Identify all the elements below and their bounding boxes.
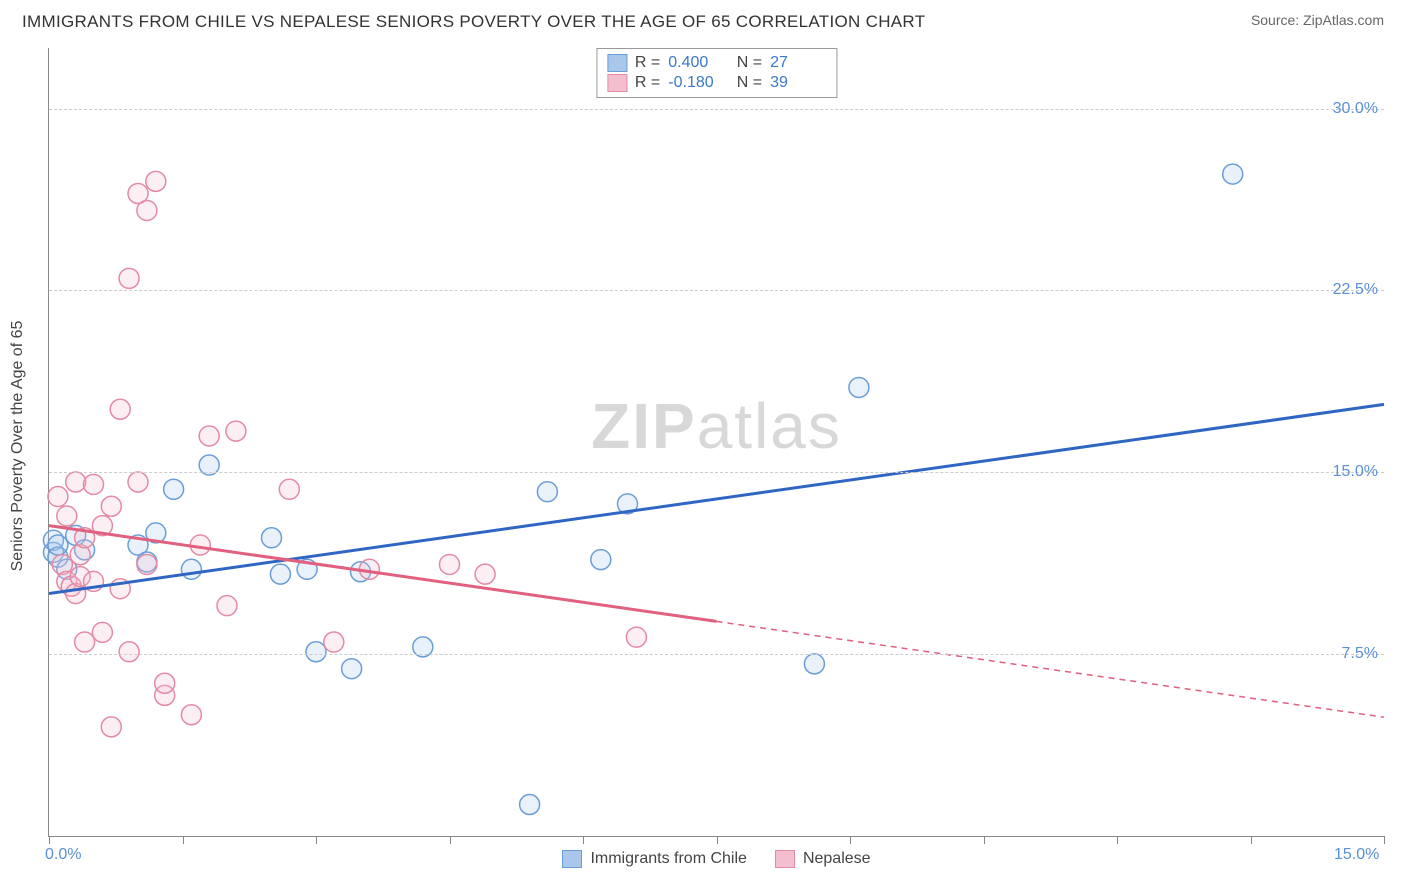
legend-n-value: 27 [770, 54, 826, 72]
scatter-chart: ZIPatlas R = 0.400 N = 27R = -0.180 N = … [48, 48, 1384, 837]
gridline [49, 654, 1384, 655]
source-attribution: Source: ZipAtlas.com [1251, 12, 1384, 28]
x-tick-label: 0.0% [45, 846, 81, 864]
y-tick-label: 7.5% [1342, 645, 1378, 663]
y-tick-label: 30.0% [1333, 100, 1378, 118]
legend-row: R = -0.180 N = 39 [607, 73, 826, 93]
plot-canvas [49, 48, 1384, 836]
x-tick [717, 836, 718, 844]
x-tick [1251, 836, 1252, 844]
x-tick [850, 836, 851, 844]
legend-swatch [775, 850, 795, 868]
x-tick [1117, 836, 1118, 844]
x-tick [450, 836, 451, 844]
series-legend: Immigrants from Chile Nepalese [49, 850, 1384, 868]
legend-label: Nepalese [803, 850, 871, 868]
y-tick-label: 22.5% [1333, 281, 1378, 299]
x-tick [316, 836, 317, 844]
y-axis-label: Seniors Poverty Over the Age of 65 [9, 321, 27, 572]
legend-item: Nepalese [775, 850, 871, 868]
legend-n-label: N = [732, 74, 762, 92]
x-tick-label: 15.0% [1334, 846, 1379, 864]
legend-n-value: 39 [770, 74, 826, 92]
legend-swatch [607, 54, 627, 72]
legend-r-value: -0.180 [668, 74, 724, 92]
gridline [49, 472, 1384, 473]
gridline [49, 109, 1384, 110]
legend-swatch [562, 850, 582, 868]
legend-r-label: R = [635, 74, 660, 92]
x-tick [984, 836, 985, 844]
legend-r-value: 0.400 [668, 54, 724, 72]
chart-title: IMMIGRANTS FROM CHILE VS NEPALESE SENIOR… [22, 12, 925, 32]
correlation-legend: R = 0.400 N = 27R = -0.180 N = 39 [596, 48, 837, 98]
x-tick [583, 836, 584, 844]
legend-r-label: R = [635, 54, 660, 72]
legend-item: Immigrants from Chile [562, 850, 746, 868]
gridline [49, 290, 1384, 291]
legend-swatch [607, 74, 627, 92]
x-tick [49, 836, 50, 844]
legend-label: Immigrants from Chile [590, 850, 746, 868]
legend-row: R = 0.400 N = 27 [607, 53, 826, 73]
y-tick-label: 15.0% [1333, 463, 1378, 481]
legend-n-label: N = [732, 54, 762, 72]
x-tick [1384, 836, 1385, 844]
x-tick [183, 836, 184, 844]
